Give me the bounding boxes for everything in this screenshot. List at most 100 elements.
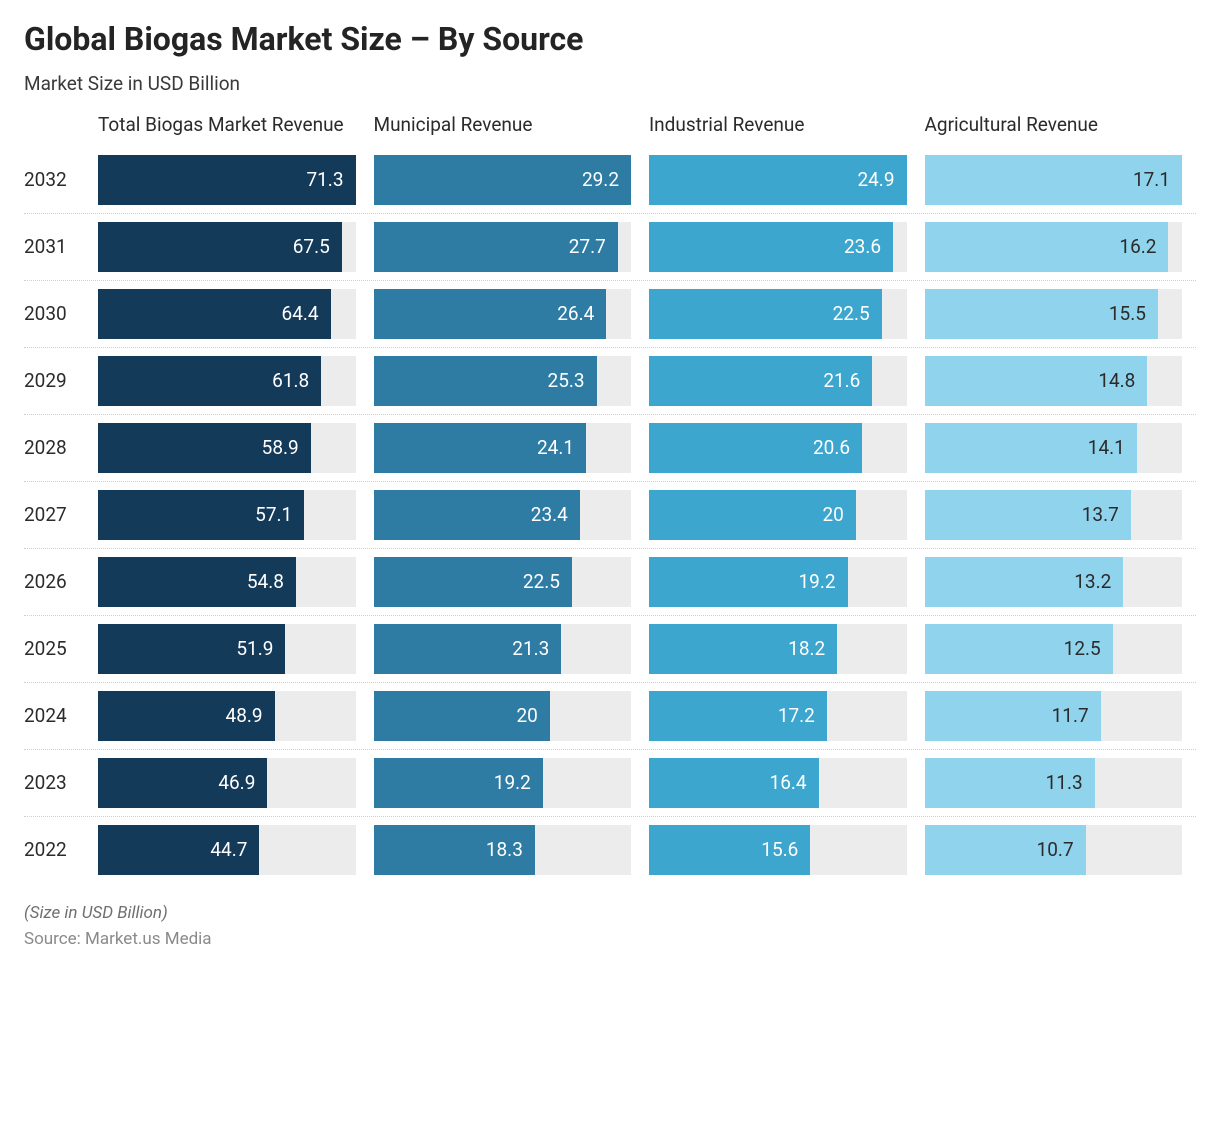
bar-fill: 22.5 bbox=[649, 289, 882, 339]
year-label: 2024 bbox=[24, 704, 94, 727]
bar-track: 21.3 bbox=[374, 624, 632, 674]
series-cell-municipal: 22.5 bbox=[370, 557, 646, 607]
series-header-industrial: Industrial Revenue bbox=[649, 113, 907, 141]
year-label: 2025 bbox=[24, 637, 94, 660]
series-cell-total: 44.7 bbox=[94, 825, 370, 875]
bar-fill: 58.9 bbox=[98, 423, 311, 473]
table-row: 203064.4 26.422.5 15.5 bbox=[24, 281, 1196, 348]
year-label: 2030 bbox=[24, 302, 94, 325]
bar-fill: 24.1 bbox=[374, 423, 587, 473]
series-cell-industrial: 16.4 bbox=[645, 758, 921, 808]
series-cell-municipal: 21.3 bbox=[370, 624, 646, 674]
bar-track: 16.2 bbox=[925, 222, 1183, 272]
bar-fill: 21.3 bbox=[374, 624, 562, 674]
bar-track: 46.9 bbox=[98, 758, 356, 808]
series-cell-industrial: 20.6 bbox=[645, 423, 921, 473]
bar-track: 54.8 bbox=[98, 557, 356, 607]
year-label: 2032 bbox=[24, 168, 94, 191]
bar-fill: 51.9 bbox=[98, 624, 285, 674]
series-cell-municipal: 29.2 bbox=[370, 155, 646, 205]
series-cell-total: 64.4 bbox=[94, 289, 370, 339]
bar-fill: 23.6 bbox=[649, 222, 893, 272]
bar-track: 20 bbox=[374, 691, 632, 741]
series-cell-municipal: 19.2 bbox=[370, 758, 646, 808]
series-cell-municipal: 18.3 bbox=[370, 825, 646, 875]
bar-fill: 22.5 bbox=[374, 557, 572, 607]
series-cell-agricultural: 15.5 bbox=[921, 289, 1197, 339]
year-label: 2026 bbox=[24, 570, 94, 593]
bar-track: 19.2 bbox=[649, 557, 907, 607]
bar-track: 58.9 bbox=[98, 423, 356, 473]
table-row: 202757.1 23.4 20 13.7 bbox=[24, 482, 1196, 549]
table-row: 202858.9 24.1 20.614.1 bbox=[24, 415, 1196, 482]
bar-fill: 17.1 bbox=[925, 155, 1183, 205]
series-header-total: Total Biogas Market Revenue bbox=[98, 113, 356, 141]
bar-fill: 54.8 bbox=[98, 557, 296, 607]
bar-track: 16.4 bbox=[649, 758, 907, 808]
series-cell-industrial: 21.6 bbox=[645, 356, 921, 406]
table-row: 203271.3 29.224.9 17.1 bbox=[24, 147, 1196, 214]
bar-track: 51.9 bbox=[98, 624, 356, 674]
bar-fill: 12.5 bbox=[925, 624, 1113, 674]
bar-track: 12.5 bbox=[925, 624, 1183, 674]
bar-track: 24.1 bbox=[374, 423, 632, 473]
table-row: 202346.9 19.216.4 11.3 bbox=[24, 750, 1196, 817]
bar-fill: 11.3 bbox=[925, 758, 1095, 808]
series-cell-industrial: 15.6 bbox=[645, 825, 921, 875]
bar-fill: 27.7 bbox=[374, 222, 618, 272]
bar-track: 20 bbox=[649, 490, 907, 540]
bar-fill: 15.5 bbox=[925, 289, 1158, 339]
series-cell-total: 71.3 bbox=[94, 155, 370, 205]
bar-track: 18.2 bbox=[649, 624, 907, 674]
data-rows-container: 203271.329.224.917.1203167.527.723.616.2… bbox=[24, 147, 1196, 883]
series-cell-agricultural: 12.5 bbox=[921, 624, 1197, 674]
series-cell-total: 48.9 bbox=[94, 691, 370, 741]
bar-fill: 64.4 bbox=[98, 289, 331, 339]
series-cell-agricultural: 14.8 bbox=[921, 356, 1197, 406]
bar-fill: 10.7 bbox=[925, 825, 1086, 875]
bar-track: 10.7 bbox=[925, 825, 1183, 875]
series-cell-agricultural: 14.1 bbox=[921, 423, 1197, 473]
series-cell-total: 58.9 bbox=[94, 423, 370, 473]
series-header-municipal: Municipal Revenue bbox=[374, 113, 632, 141]
bar-track: 71.3 bbox=[98, 155, 356, 205]
series-cell-municipal: 23.4 bbox=[370, 490, 646, 540]
series-cell-agricultural: 11.7 bbox=[921, 691, 1197, 741]
bar-track: 61.8 bbox=[98, 356, 356, 406]
series-cell-agricultural: 10.7 bbox=[921, 825, 1197, 875]
bar-track: 23.4 bbox=[374, 490, 632, 540]
bar-track: 17.2 bbox=[649, 691, 907, 741]
series-cell-municipal: 20 bbox=[370, 691, 646, 741]
bar-fill: 24.9 bbox=[649, 155, 907, 205]
bar-track: 23.6 bbox=[649, 222, 907, 272]
bar-track: 18.3 bbox=[374, 825, 632, 875]
series-cell-agricultural: 16.2 bbox=[921, 222, 1197, 272]
bar-fill: 17.2 bbox=[649, 691, 827, 741]
year-label: 2023 bbox=[24, 771, 94, 794]
series-cell-industrial: 18.2 bbox=[645, 624, 921, 674]
series-cell-total: 46.9 bbox=[94, 758, 370, 808]
bar-fill: 67.5 bbox=[98, 222, 342, 272]
bar-fill: 13.2 bbox=[925, 557, 1124, 607]
series-cell-agricultural: 13.7 bbox=[921, 490, 1197, 540]
year-label: 2028 bbox=[24, 436, 94, 459]
subtitle: Market Size in USD Billion bbox=[24, 72, 1196, 95]
series-cell-municipal: 26.4 bbox=[370, 289, 646, 339]
series-cell-industrial: 20 bbox=[645, 490, 921, 540]
bar-track: 13.2 bbox=[925, 557, 1183, 607]
series-cell-industrial: 22.5 bbox=[645, 289, 921, 339]
series-cell-industrial: 17.2 bbox=[645, 691, 921, 741]
series-cell-municipal: 24.1 bbox=[370, 423, 646, 473]
source-attribution: Source: Market.us Media bbox=[24, 929, 1196, 949]
bar-fill: 61.8 bbox=[98, 356, 321, 406]
bar-fill: 14.1 bbox=[925, 423, 1137, 473]
bar-track: 57.1 bbox=[98, 490, 356, 540]
bar-fill: 57.1 bbox=[98, 490, 304, 540]
page-title: Global Biogas Market Size – By Source bbox=[24, 20, 1196, 58]
series-cell-industrial: 24.9 bbox=[645, 155, 921, 205]
table-row: 202961.825.321.614.8 bbox=[24, 348, 1196, 415]
bar-track: 22.5 bbox=[374, 557, 632, 607]
year-label: 2027 bbox=[24, 503, 94, 526]
bar-fill: 19.2 bbox=[649, 557, 848, 607]
series-header-agricultural: Agricultural Revenue bbox=[925, 113, 1183, 141]
